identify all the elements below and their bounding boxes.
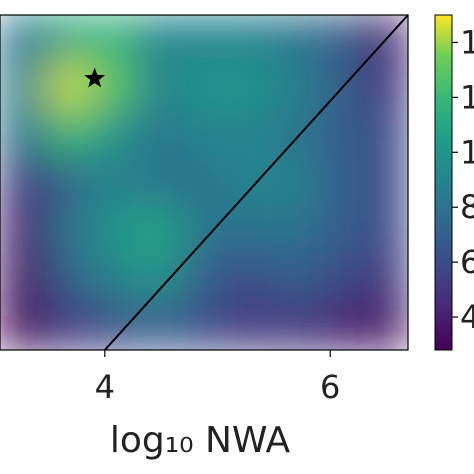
colorbar xyxy=(434,14,453,351)
heat-cell xyxy=(44,205,92,255)
heat-cell xyxy=(135,15,182,64)
heat-cell xyxy=(226,62,273,112)
colorbar-tick-label: 4 xyxy=(460,298,474,336)
heat-cell xyxy=(90,15,137,64)
heat-cell xyxy=(90,110,137,160)
heat-cell xyxy=(90,158,137,207)
heat-cell xyxy=(271,15,318,64)
plot-frame xyxy=(0,14,409,351)
heat-cell xyxy=(362,158,408,207)
heat-cell xyxy=(135,253,182,303)
heat-cell xyxy=(180,110,228,160)
heat-cell xyxy=(0,301,46,350)
heat-cell xyxy=(316,62,364,112)
heat-cell xyxy=(180,62,228,112)
colorbar-tick-label: 6 xyxy=(460,243,474,281)
x-tick-label: 4 xyxy=(95,368,115,406)
heat-cell xyxy=(135,110,182,160)
colorbar-tick-label: 14 xyxy=(460,23,474,61)
heat-cell xyxy=(316,158,364,207)
heat-cell xyxy=(0,15,46,64)
heat-cell xyxy=(90,253,137,303)
heat-cell xyxy=(180,158,228,207)
heat-cell xyxy=(90,301,137,350)
heat-cell xyxy=(316,253,364,303)
heat-cell xyxy=(362,62,408,112)
heat-cell xyxy=(362,110,408,160)
heat-cell xyxy=(226,253,273,303)
heat-cell xyxy=(180,301,228,350)
heat-cell xyxy=(316,110,364,160)
heat-cell xyxy=(226,301,273,350)
heat-cell xyxy=(44,301,92,350)
colorbar-tick-label: 10 xyxy=(460,133,474,171)
heat-cell xyxy=(0,205,46,255)
heat-cell xyxy=(316,301,364,350)
heat-cell xyxy=(226,158,273,207)
heat-cell xyxy=(226,15,273,64)
heat-cell xyxy=(271,301,318,350)
heat-cell xyxy=(180,205,228,255)
heat-cell xyxy=(316,15,364,64)
x-tick-label: 6 xyxy=(320,368,340,406)
heat-cell xyxy=(316,205,364,255)
heatmap xyxy=(0,15,408,350)
heat-cell xyxy=(90,62,137,112)
heat-cell xyxy=(44,110,92,160)
heat-cell xyxy=(271,110,318,160)
heat-cell xyxy=(180,253,228,303)
colorbar-tick-label: 12 xyxy=(460,78,474,116)
heat-cell xyxy=(180,15,228,64)
heat-cell xyxy=(271,205,318,255)
x-axis-label: log₁₀ NWA xyxy=(110,420,291,461)
heat-cell xyxy=(135,62,182,112)
heat-cell xyxy=(44,62,92,112)
heat-cell xyxy=(135,158,182,207)
heat-cell xyxy=(90,205,137,255)
heat-cell xyxy=(135,205,182,255)
heat-cell xyxy=(0,110,46,160)
heat-cell xyxy=(362,301,408,350)
heat-cell xyxy=(271,62,318,112)
heat-cell xyxy=(271,253,318,303)
heat-cell xyxy=(135,301,182,350)
heat-cell xyxy=(0,253,46,303)
heat-cell xyxy=(44,158,92,207)
overlay xyxy=(84,14,409,351)
heat-cell xyxy=(44,253,92,303)
heatmap-cells xyxy=(0,15,408,350)
heat-cell xyxy=(362,253,408,303)
colorbar-tick-label: 8 xyxy=(460,188,474,226)
heat-cell xyxy=(44,15,92,64)
heat-cell xyxy=(226,110,273,160)
heat-cell xyxy=(0,158,46,207)
heat-cell xyxy=(362,205,408,255)
heat-cell xyxy=(0,62,46,112)
star-marker xyxy=(84,67,106,88)
diagonal-line xyxy=(104,14,409,351)
heat-cell xyxy=(271,158,318,207)
heat-cell xyxy=(226,205,273,255)
